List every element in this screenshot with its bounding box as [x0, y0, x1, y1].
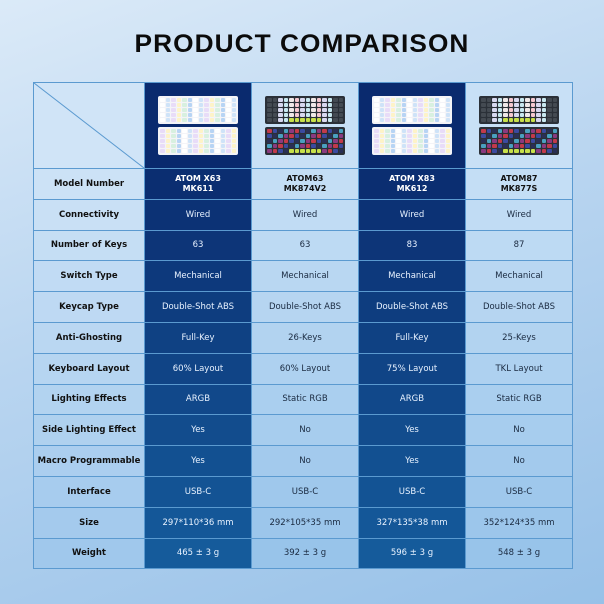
value-cell: 63 [251, 229, 359, 262]
table-row: Lighting Effects ARGB Static RGB ARGB Static… [33, 383, 573, 416]
value-cell: 297*110*36 mm [144, 506, 252, 539]
product-image-cell [358, 82, 466, 169]
model-number-cell: ATOM X83 MK612 [358, 168, 466, 200]
row-label: Side Lighting Effect [33, 414, 145, 447]
value-cell: Wired [144, 198, 252, 231]
value-cell: 75% Layout [358, 352, 466, 385]
corner-cell [33, 82, 145, 169]
value-cell: Wired [358, 198, 466, 231]
value-cell: Double-Shot ABS [358, 291, 466, 323]
value-cell: 60% Layout [144, 352, 252, 385]
value-cell: Static RGB [465, 383, 573, 416]
table-row: Weight 465 ± 3 g 392 ± 3 g 596 ± 3 g 548 ± 3… [33, 537, 573, 570]
row-label: Size [33, 506, 145, 539]
value-cell: 87 [465, 229, 573, 262]
value-cell: Mechanical [465, 260, 573, 293]
product-image-cell [251, 82, 359, 169]
value-cell: 596 ± 3 g [358, 537, 466, 570]
row-label: Anti-Ghosting [33, 321, 145, 354]
keyboard-image [479, 96, 559, 124]
value-cell: Double-Shot ABS [465, 291, 573, 323]
row-label: Keycap Type [33, 291, 145, 323]
value-cell: Yes [144, 414, 252, 447]
row-label: Macro Programmable [33, 445, 145, 477]
value-cell: 26-Keys [251, 321, 359, 354]
table-row: Model Number ATOM X63 MK611 ATOM63 MK874V2 AT… [33, 168, 573, 200]
table-row: Keycap Type Double-Shot ABS Double-Shot AB… [33, 291, 573, 323]
table-row: Side Lighting Effect Yes No Yes No [33, 414, 573, 447]
row-label: Connectivity [33, 198, 145, 231]
value-cell: USB-C [251, 475, 359, 508]
keyboard-image [479, 127, 559, 155]
keyboard-image [158, 127, 238, 155]
value-cell: Full-Key [358, 321, 466, 354]
page-title: PRODUCT COMPARISON [134, 30, 470, 58]
row-label: Interface [33, 475, 145, 508]
table-row: Anti-Ghosting Full-Key 26-Keys Full-Key 25-K… [33, 321, 573, 354]
model-number-cell: ATOM63 MK874V2 [251, 168, 359, 200]
table-row: Macro Programmable Yes No Yes No [33, 445, 573, 477]
row-label: Model Number [33, 168, 145, 200]
keyboard-image [265, 96, 345, 124]
value-cell: No [465, 414, 573, 447]
value-cell: No [251, 445, 359, 477]
value-cell: USB-C [144, 475, 252, 508]
value-cell: ARGB [358, 383, 466, 416]
value-cell: Yes [144, 445, 252, 477]
model-number-cell: ATOM X63 MK611 [144, 168, 252, 200]
value-cell: 352*124*35 mm [465, 506, 573, 539]
keyboard-image [158, 96, 238, 124]
comparison-table: Model Number ATOM X63 MK611 ATOM63 MK874V2 AT… [33, 82, 573, 570]
value-cell: Mechanical [144, 260, 252, 293]
model-number-cell: ATOM87 MK877S [465, 168, 573, 200]
value-cell: No [465, 445, 573, 477]
table-row: Number of Keys 63 63 83 87 [33, 229, 573, 262]
value-cell: Double-Shot ABS [144, 291, 252, 323]
value-cell: 327*135*38 mm [358, 506, 466, 539]
value-cell: Yes [358, 445, 466, 477]
image-row [33, 82, 573, 169]
value-cell: 60% Layout [251, 352, 359, 385]
value-cell: 63 [144, 229, 252, 262]
table-row: Size 297*110*36 mm 292*105*35 mm 327*135*38… [33, 506, 573, 539]
value-cell: 25-Keys [465, 321, 573, 354]
row-label: Lighting Effects [33, 383, 145, 416]
value-cell: Yes [358, 414, 466, 447]
table-row: Interface USB-C USB-C USB-C USB-C [33, 475, 573, 508]
value-cell: 548 ± 3 g [465, 537, 573, 570]
keyboard-image [265, 127, 345, 155]
value-cell: Full-Key [144, 321, 252, 354]
value-cell: USB-C [465, 475, 573, 508]
value-cell: ARGB [144, 383, 252, 416]
row-label: Weight [33, 537, 145, 570]
row-label: Number of Keys [33, 229, 145, 262]
value-cell: 83 [358, 229, 466, 262]
value-cell: Static RGB [251, 383, 359, 416]
table-row: Keyboard Layout 60% Layout 60% Layout 75% L… [33, 352, 573, 385]
row-label: Keyboard Layout [33, 352, 145, 385]
value-cell: TKL Layout [465, 352, 573, 385]
value-cell: 465 ± 3 g [144, 537, 252, 570]
value-cell: 292*105*35 mm [251, 506, 359, 539]
table-row: Connectivity Wired Wired Wired Wired [33, 198, 573, 231]
product-image-cell [465, 82, 573, 169]
value-cell: No [251, 414, 359, 447]
product-image-cell [144, 82, 252, 169]
value-cell: Wired [465, 198, 573, 231]
keyboard-image [372, 127, 452, 155]
value-cell: Mechanical [358, 260, 466, 293]
value-cell: USB-C [358, 475, 466, 508]
keyboard-image [372, 96, 452, 124]
value-cell: Mechanical [251, 260, 359, 293]
value-cell: Double-Shot ABS [251, 291, 359, 323]
table-row: Switch Type Mechanical Mechanical Mechanica… [33, 260, 573, 293]
value-cell: 392 ± 3 g [251, 537, 359, 570]
row-label: Switch Type [33, 260, 145, 293]
value-cell: Wired [251, 198, 359, 231]
